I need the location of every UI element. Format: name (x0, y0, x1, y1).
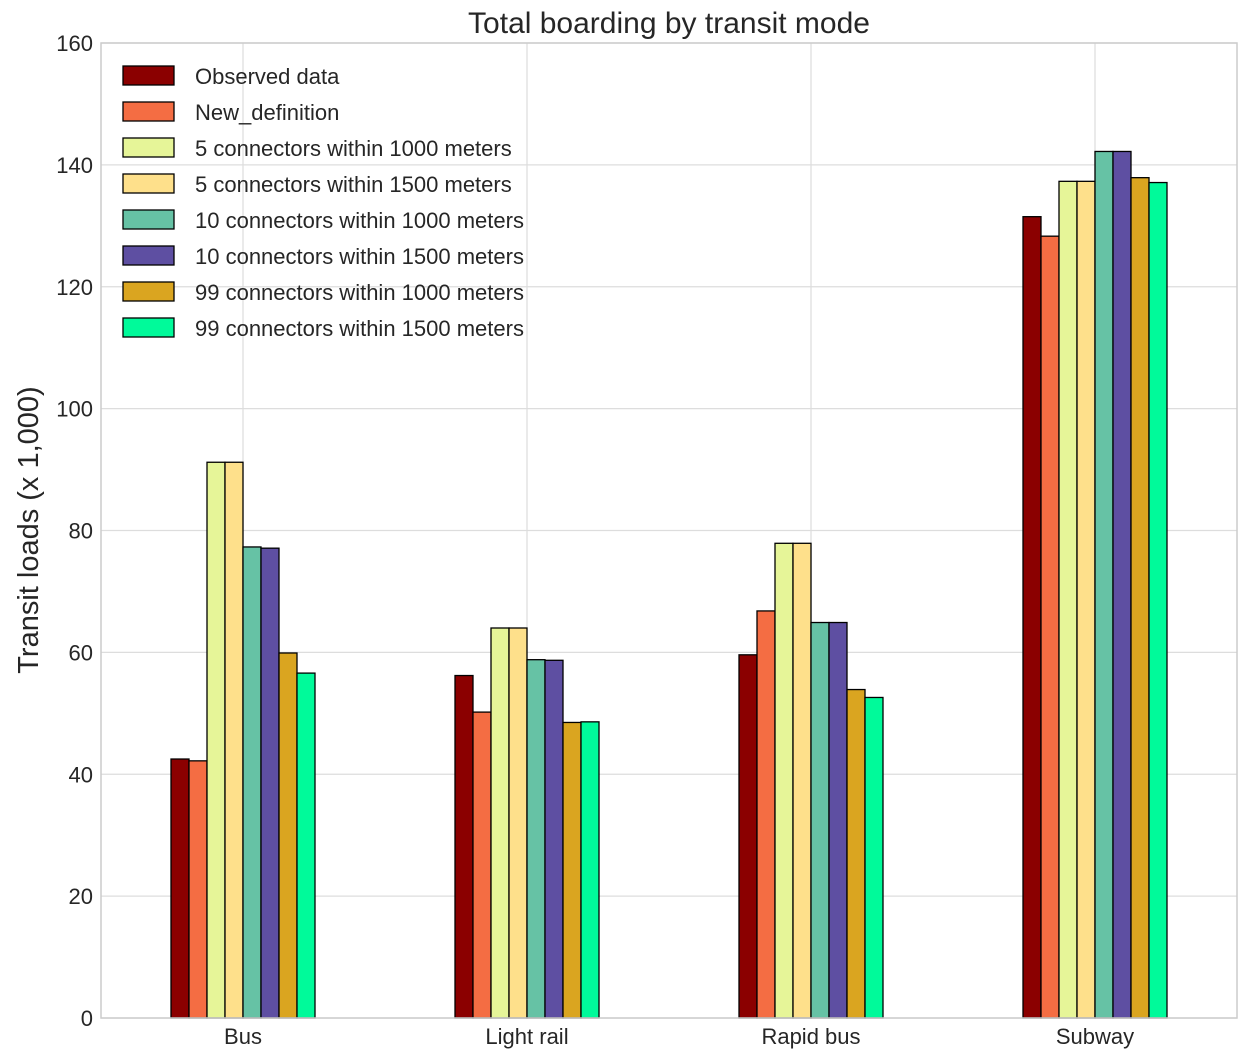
legend-swatch (122, 173, 175, 194)
bar (526, 659, 546, 1019)
bar (562, 721, 582, 1019)
y-tick-label: 100 (56, 397, 93, 422)
legend-swatch (122, 317, 175, 338)
x-tick-label: Subway (1056, 1024, 1134, 1049)
bar (828, 621, 848, 1019)
bar (1022, 216, 1042, 1019)
bar (792, 542, 812, 1019)
y-axis-label: Transit loads (x 1,000) (13, 386, 45, 673)
bar (170, 758, 190, 1019)
bar (260, 547, 280, 1019)
bar (580, 721, 600, 1019)
y-tick-label: 120 (56, 275, 93, 300)
bar (296, 672, 316, 1019)
bars (170, 150, 1168, 1019)
legend-swatch (122, 281, 175, 302)
legend: Observed data New_definition 5 connectors … (122, 64, 524, 341)
bar (846, 688, 866, 1019)
bar (756, 610, 776, 1019)
bar (544, 659, 564, 1019)
y-axis-ticks: 0 20 40 60 80 100 120 140 160 (56, 31, 93, 1031)
y-tick-label: 80 (69, 519, 93, 544)
y-tick-label: 60 (69, 640, 93, 665)
legend-label: Observed data (195, 64, 340, 89)
bar (738, 654, 758, 1019)
y-tick-label: 160 (56, 31, 93, 56)
y-tick-label: 20 (69, 884, 93, 909)
bar (472, 711, 492, 1019)
legend-label: 5 connectors within 1500 meters (195, 172, 512, 197)
bar (774, 542, 794, 1019)
legend-swatch (122, 101, 175, 122)
bar (1058, 180, 1078, 1019)
bar (278, 652, 298, 1019)
bar (508, 627, 528, 1019)
legend-label: 99 connectors within 1500 meters (195, 316, 524, 341)
plot-area-frame (100, 42, 1238, 1019)
x-axis-ticks: Bus Light rail Rapid bus Subway (224, 1024, 1134, 1049)
bar (188, 760, 208, 1019)
x-tick-label: Rapid bus (761, 1024, 860, 1049)
legend-label: 99 connectors within 1000 meters (195, 280, 524, 305)
bar (810, 621, 830, 1019)
legend-label: 5 connectors within 1000 meters (195, 136, 512, 161)
legend-swatch (122, 245, 175, 266)
legend-swatch (122, 65, 175, 86)
bar (224, 461, 244, 1019)
y-tick-label: 0 (81, 1006, 93, 1031)
bar (454, 674, 474, 1019)
chart-title: Total boarding by transit mode (468, 7, 870, 40)
bar (1094, 150, 1114, 1019)
x-tick-label: Bus (224, 1024, 262, 1049)
bar (1130, 177, 1150, 1019)
legend-label: 10 connectors within 1000 meters (195, 208, 524, 233)
legend-label: 10 connectors within 1500 meters (195, 244, 524, 269)
x-tick-label: Light rail (485, 1024, 568, 1049)
bar (864, 696, 884, 1019)
legend-swatch (122, 209, 175, 230)
bar (1040, 235, 1060, 1019)
y-tick-label: 40 (69, 762, 93, 787)
bar (242, 546, 262, 1019)
bar (1112, 150, 1132, 1019)
legend-label: New_definition (195, 100, 339, 125)
bar (206, 461, 226, 1019)
bar (490, 627, 510, 1019)
legend-swatch (122, 137, 175, 158)
bar (1076, 180, 1096, 1019)
y-tick-label: 140 (56, 153, 93, 178)
bar (1148, 181, 1168, 1019)
